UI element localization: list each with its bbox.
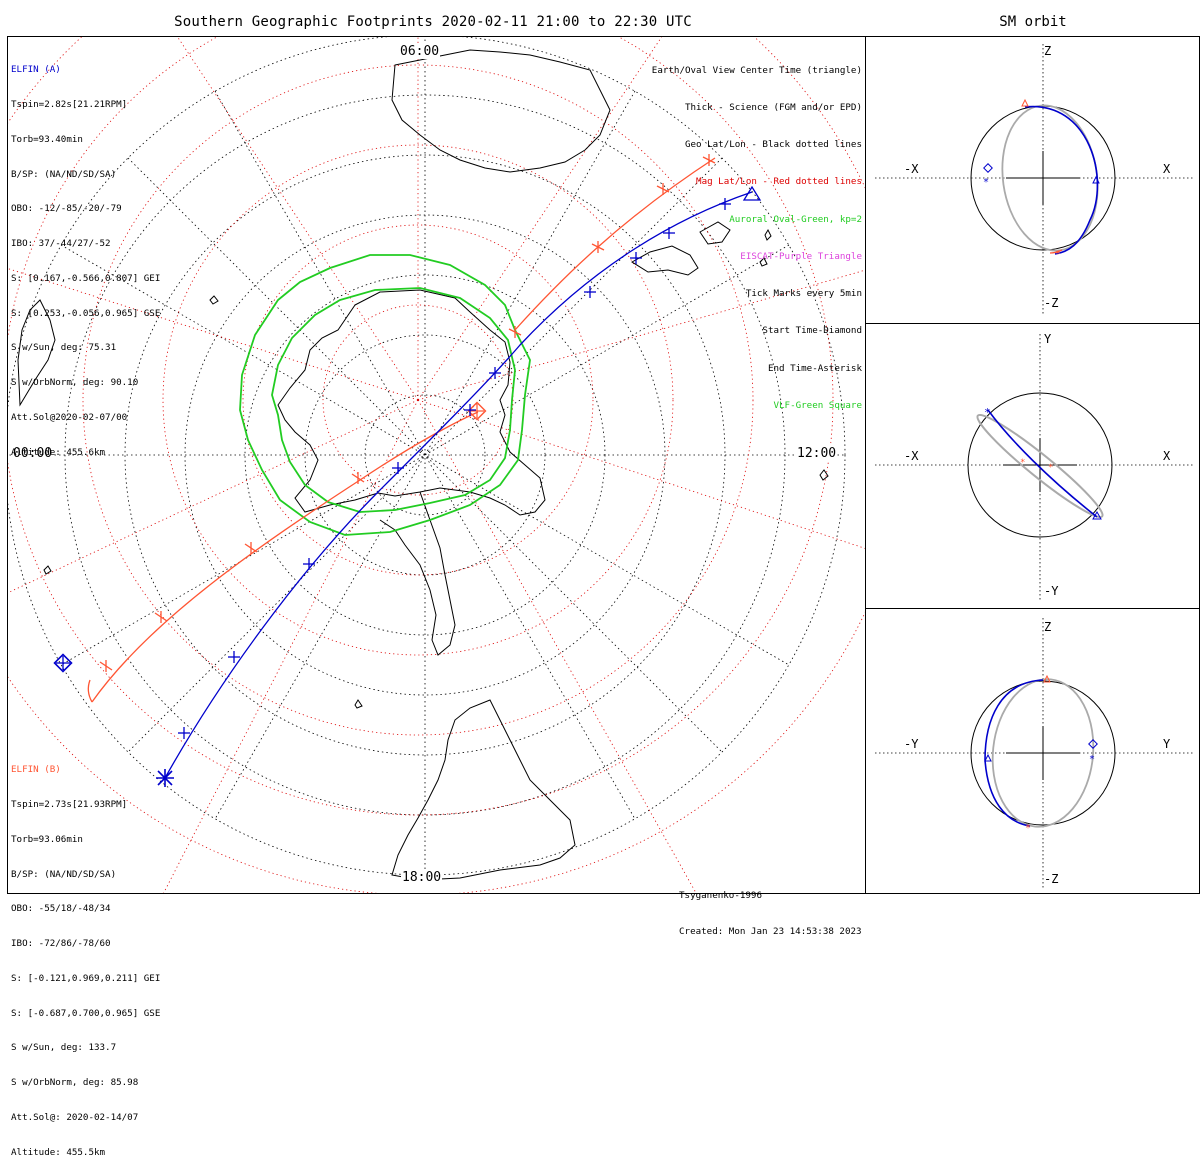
panel3-top-label: Z (1044, 620, 1052, 634)
elfin-b-line: B/SP: (NA/ND/SD/SA) (11, 868, 117, 880)
elfin-a-track (53, 185, 762, 787)
side-title: SM orbit (999, 14, 1067, 30)
main-title: Southern Geographic Footprints 2020-02-1… (174, 14, 692, 30)
legend-item: Mag Lat/Lon - Red dotted lines (696, 176, 862, 188)
hour-label-right: 12:00 (796, 446, 838, 461)
elfin-a-line: S w/Sun, deg: 75.31 (11, 342, 117, 354)
elfin-a-line: Altitude: 455.6km (11, 446, 106, 458)
elfin-b-info: ELFIN (B) Tspin=2.73s[21.93RPM] Torb=93.… (11, 741, 160, 1170)
elfin-a-line: Torb=93.40min (11, 133, 83, 145)
legend-item: End Time-Asterisk (767, 362, 862, 374)
panel-divider (865, 323, 1200, 324)
credits-model: Tsyganenko-1996 (679, 890, 762, 901)
elfin-b-line: OBO: -55/18/-48/34 (11, 903, 111, 915)
panel2-right-label: X (1163, 449, 1171, 463)
elfin-a-line: Tspin=2.82s[21.21RPM] (11, 98, 128, 110)
elfin-a-line: S: [0.253,-0.056,0.965] GSE (11, 307, 161, 319)
elfin-b-line: S w/OrbNorm, deg: 85.98 (11, 1077, 139, 1089)
elfin-a-info: ELFIN (A) Tspin=2.82s[21.21RPM] Torb=93.… (11, 41, 160, 470)
elfin-b-line: S: [-0.121,0.969,0.211] GEI (11, 972, 161, 984)
elfin-b-line: IBO: -72/86/-78/60 (11, 938, 111, 950)
hour-label-left: 00:00 (12, 446, 54, 461)
panel1-right-label: X (1163, 162, 1171, 176)
panel2-left-label: -X (904, 449, 919, 463)
panel1-bottom-label: -Z (1044, 296, 1059, 310)
elfin-a-line: OBO: -12/-85/-20/-79 (11, 203, 122, 215)
legend-item: EISCAT-Purple Triangle (740, 250, 862, 262)
legend-item: Tick Marks every 5min (745, 288, 862, 300)
legend-item: VLF-Green Square (773, 399, 862, 411)
elfin-a-name: ELFIN (A) (11, 64, 61, 76)
hour-label-top: 06:00 (399, 44, 441, 59)
elfin-b-track (87, 154, 716, 703)
elfin-a-line: B/SP: (NA/ND/SD/SA) (11, 168, 117, 180)
panel3-left-label: -Y (904, 737, 919, 751)
elfin-a-line: IBO: 37/-44/27/-52 (11, 238, 111, 250)
polar-map (8, 37, 865, 893)
legend-item: Thick - Science (FGM and/or EPD) (684, 102, 862, 114)
elfin-a-line: S: [0.167,-0.566,0.807] GEI (11, 272, 161, 284)
credits: Tsyganenko-1996 Created: Mon Jan 23 14:5… (679, 866, 862, 950)
panel3-right-label: Y (1163, 737, 1171, 751)
elfin-b-line: Torb=93.06min (11, 833, 83, 845)
panel-divider (865, 608, 1200, 609)
mag-grid (8, 37, 865, 893)
panel1-top-label: Z (1044, 44, 1052, 58)
panel2-bottom-label: -Y (1044, 584, 1059, 598)
legend-item: Geo Lat/Lon - Black dotted lines (684, 139, 862, 151)
legend-item: Start Time-Diamond (762, 325, 862, 337)
legend: Earth/Oval View Center Time (triangle) T… (652, 40, 862, 425)
credits-created: Created: Mon Jan 23 14:53:38 2023 (679, 926, 862, 937)
elfin-b-line: Tspin=2.73s[21.93RPM] (11, 798, 128, 810)
elfin-b-line: S w/Sun, deg: 133.7 (11, 1042, 117, 1054)
auroral-oval (239, 254, 531, 536)
elfin-b-line: Att.Sol@: 2020-02-14/07 (11, 1112, 139, 1123)
hour-label-bottom: 18:00 (401, 870, 443, 885)
legend-item: Auroral Oval-Green, kp=2 (729, 213, 862, 225)
elfin-b-line: Altitude: 455.5km (11, 1146, 106, 1158)
elfin-a-line: Att.Sol@2020-02-07/00 (11, 412, 128, 423)
panel2-top-label: Y (1044, 332, 1052, 346)
elfin-b-name: ELFIN (B) (11, 764, 61, 776)
legend-item: Earth/Oval View Center Time (triangle) (651, 64, 862, 76)
panel1-left-label: -X (904, 162, 919, 176)
elfin-b-line: S: [-0.687,0.700,0.965] GSE (11, 1007, 161, 1019)
elfin-a-line: S w/OrbNorm, deg: 90.10 (11, 377, 139, 389)
panel3-bottom-label: -Z (1044, 872, 1059, 886)
